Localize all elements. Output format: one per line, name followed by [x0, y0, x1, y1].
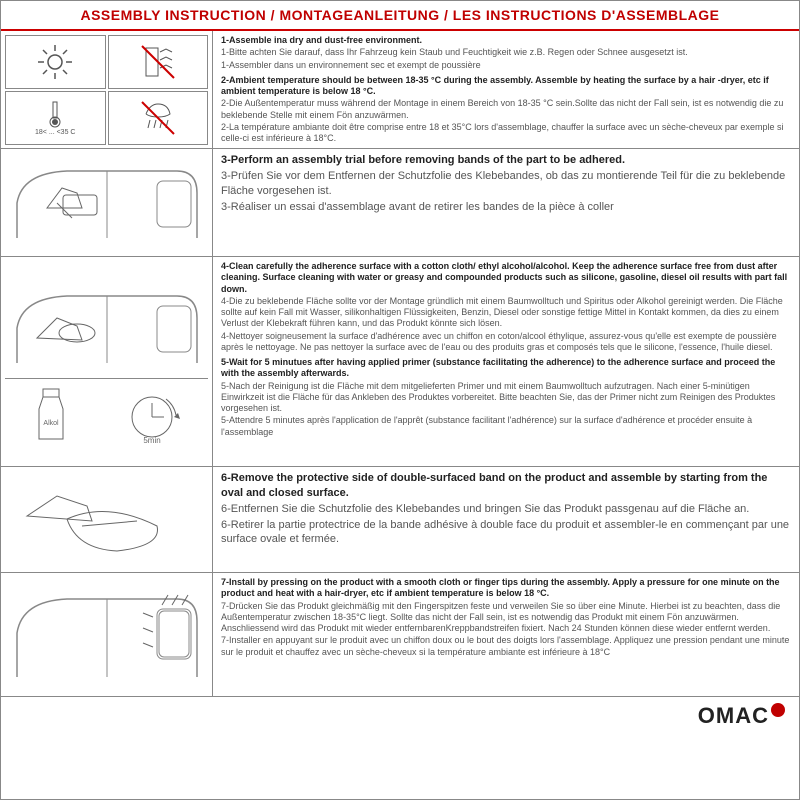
svg-text:5min: 5min — [144, 436, 161, 445]
line: 4-Die zu beklebende Fläche sollte vor de… — [221, 296, 791, 330]
step-text-4: 6-Remove the protective side of double-s… — [213, 467, 799, 572]
brand-logo: OMAC — [698, 703, 785, 729]
line: 5-Attendre 5 minutes après l'application… — [221, 415, 791, 438]
line: 4-Clean carefully the adherence surface … — [221, 261, 791, 295]
illustration-4 — [1, 467, 213, 572]
step-text-2: 3-Perform an assembly trial before remov… — [213, 149, 799, 256]
line: 6-Remove the protective side of double-s… — [221, 471, 791, 501]
logo-text: OMAC — [698, 703, 769, 729]
temp-icon: 18< ... <35 C — [5, 91, 106, 145]
instruction-sheet: ASSEMBLY INSTRUCTION / MONTAGEANLEITUNG … — [0, 0, 800, 800]
line: 6-Retirer la partie protectrice de la ba… — [221, 518, 791, 548]
header: ASSEMBLY INSTRUCTION / MONTAGEANLEITUNG … — [1, 1, 799, 31]
step-row-2: 3-Perform an assembly trial before remov… — [1, 149, 799, 257]
step-text-1: 1-Assemble ina dry and dust-free environ… — [213, 31, 799, 148]
illustration-3: Alkol 5min — [1, 257, 213, 466]
step-text-3: 4-Clean carefully the adherence surface … — [213, 257, 799, 466]
line: 4-Nettoyer soigneusement la surface d'ad… — [221, 331, 791, 354]
line: 2-Die Außentemperatur muss während der M… — [221, 98, 791, 121]
illustration-2 — [1, 149, 213, 256]
snow-icon — [108, 35, 209, 89]
illustration-1: 18< ... <35 C — [1, 31, 213, 148]
footer: OMAC — [1, 697, 799, 735]
line: 7-Install by pressing on the product wit… — [221, 577, 791, 600]
step-row-1: 18< ... <35 C 1-Assemble ina dry and dus… — [1, 31, 799, 149]
clock-icon: 5min — [122, 385, 182, 445]
step-text-5: 7-Install by pressing on the product wit… — [213, 573, 799, 696]
line: 6-Entfernen Sie die Schutzfolie des Kleb… — [221, 502, 791, 517]
header-title: ASSEMBLY INSTRUCTION / MONTAGEANLEITUNG … — [1, 7, 799, 23]
line: 3-Perform an assembly trial before remov… — [221, 153, 791, 168]
rain-icon — [108, 91, 209, 145]
line: 3-Prüfen Sie vor dem Entfernen der Schut… — [221, 169, 791, 199]
line: 7-Drücken Sie das Produkt gleichmäßig mi… — [221, 601, 791, 635]
step-row-4: 6-Remove the protective side of double-s… — [1, 467, 799, 573]
line: 1-Assembler dans un environnement sec et… — [221, 60, 791, 71]
line: 2-Ambient temperature should be between … — [221, 75, 791, 98]
line: 2-La température ambiante doit être comp… — [221, 122, 791, 145]
line: 7-Installer en appuyant sur le produit a… — [221, 635, 791, 658]
step-row-5: 7-Install by pressing on the product wit… — [1, 573, 799, 697]
bottle-icon: Alkol — [31, 385, 71, 445]
temp-label: 18< ... <35 C — [35, 129, 75, 136]
svg-text:Alkol: Alkol — [43, 420, 59, 427]
line: 3-Réaliser un essai d'assemblage avant d… — [221, 200, 791, 215]
line: 1-Bitte achten Sie darauf, dass Ihr Fahr… — [221, 47, 791, 58]
illustration-5 — [1, 573, 213, 696]
step-row-3: Alkol 5min 4-Clean carefully the adheren… — [1, 257, 799, 467]
line: 1-Assemble ina dry and dust-free environ… — [221, 35, 791, 46]
sun-icon — [5, 35, 106, 89]
line: 5-Wait for 5 minutues after having appli… — [221, 357, 791, 380]
line: 5-Nach der Reinigung ist die Fläche mit … — [221, 381, 791, 415]
logo-dot-icon — [771, 703, 785, 717]
